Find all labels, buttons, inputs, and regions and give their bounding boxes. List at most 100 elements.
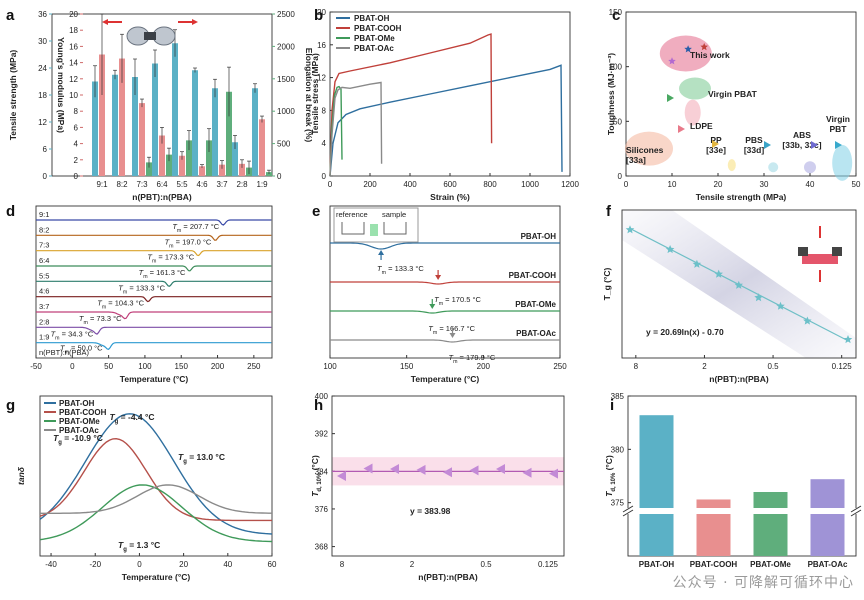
bar-tensile-strength <box>92 81 98 176</box>
x-axis-label: n(PBT):n(PBA) <box>132 192 192 202</box>
y-tick-label: 375 <box>611 499 625 508</box>
data-point <box>390 463 399 474</box>
y-tick-label: 18 <box>38 91 47 100</box>
y-tick-label: 384 <box>315 467 329 476</box>
x-tick-label: 0.5 <box>767 362 779 371</box>
y-tick-label: 500 <box>277 140 291 149</box>
y-tick-label: 12 <box>69 75 78 84</box>
x-tick-label: 400 <box>403 180 417 189</box>
tm-annotation: Tm = 133.3 °C <box>377 264 424 276</box>
bar-young-s-modulus <box>239 163 245 176</box>
bar <box>753 492 788 556</box>
tm-annotation: Tm = 170.5 °C <box>434 295 481 307</box>
x-tick-label: 150 <box>175 362 189 371</box>
curve-label: 7:3 <box>39 241 49 250</box>
panel-h: 368 376 384 392 400 8 2 0.5 0.125 n(PBT):n(PBA) Td… <box>310 392 565 582</box>
x-tick-label: 60 <box>268 560 277 569</box>
x-tick-label: 20 <box>714 180 723 189</box>
y-tick-label: 368 <box>315 543 329 552</box>
tan-delta-curve-pbat-cooh <box>39 437 272 522</box>
region-label: LDPE <box>690 121 713 131</box>
dsc-curve-9-1 <box>36 219 272 226</box>
x-tick-label: 5:5 <box>176 180 188 189</box>
y-axis-label: Td, 10% (°C) <box>310 455 323 497</box>
data-point <box>665 245 675 254</box>
y-axis-label: Toughness (MJ·m⁻³) <box>606 53 616 135</box>
dsc-curve-4-6 <box>36 296 272 303</box>
bar-tensile-strength <box>132 77 138 176</box>
axis-break-mark <box>850 505 862 513</box>
x-tick-label: -20 <box>89 560 101 569</box>
pan-icon <box>341 222 407 235</box>
plot-frame <box>621 209 857 359</box>
data-point <box>625 225 635 234</box>
x-tick-label: 8 <box>634 362 639 371</box>
panel-e: 100 150 200 250 Temperature (°C) PBAT-OH Tm = … <box>323 205 567 384</box>
star-marker <box>668 57 676 65</box>
x-tick-label: 40 <box>806 180 815 189</box>
specimen-clamp-right <box>152 26 176 46</box>
panel-letter-b: b <box>314 7 323 24</box>
region-blob <box>625 131 673 166</box>
x-tick-label: 150 <box>400 362 414 371</box>
x-tick-label: 50 <box>852 180 861 189</box>
bar-elongation-at-break <box>166 154 172 176</box>
specimen-bar <box>802 254 838 264</box>
arrow-icon <box>429 304 436 309</box>
plot-frame <box>627 395 857 557</box>
y-tick-label: 0 <box>618 172 623 181</box>
bar-young-s-modulus <box>139 103 145 176</box>
x-axis-label: n(PBT):n(PBA) <box>709 374 769 384</box>
watermark: 公众号 · 可降解可循环中心 <box>672 575 854 591</box>
region-blob <box>768 162 779 173</box>
x-tick-label: 30 <box>760 180 769 189</box>
region-label: PBT <box>830 124 848 134</box>
panel-d: -50 0 50 100 150 200 250 Temperature (°C) 9:1 Tm … <box>30 205 273 384</box>
specimen-icon <box>102 19 198 46</box>
y-tick-label: 0 <box>322 172 327 181</box>
x-tick-label: 2 <box>410 560 415 569</box>
bar-tensile-strength <box>152 63 158 176</box>
panel-letter-d: d <box>6 203 15 220</box>
star-marker <box>700 43 708 51</box>
curve-label: 2:8 <box>39 317 49 326</box>
x-tick-label: 0 <box>624 180 629 189</box>
y-tick-label: 2500 <box>277 10 295 19</box>
plot-frame <box>39 395 273 557</box>
legend-label: PBAT-OMe <box>354 34 395 43</box>
y-tick-label: 24 <box>38 64 47 73</box>
region-label: [33e] <box>706 145 726 155</box>
region-label: Silicones <box>626 145 664 155</box>
bar <box>639 415 674 556</box>
y-tick-label: 20 <box>69 10 78 19</box>
bar-tensile-strength <box>252 88 258 176</box>
x-tick-label: 8:2 <box>116 180 128 189</box>
data-point <box>803 316 812 325</box>
y-tick-label: 50 <box>613 117 622 126</box>
x-tick-label: 10 <box>668 180 677 189</box>
x-tick-label: 1000 <box>521 180 539 189</box>
axis-break <box>624 508 860 514</box>
region-blob <box>679 77 711 100</box>
region-label: Virgin <box>826 114 850 124</box>
bar-elongation-at-break <box>206 140 212 176</box>
panel-a: 0612182430360246810121416182005001000150… <box>8 10 314 202</box>
tm-annotation: Tm = 173.3 °C <box>147 253 194 265</box>
tm-annotation: Tm = 166.7 °C <box>428 324 475 336</box>
x-tick-label: 7:3 <box>136 180 148 189</box>
y-axis-label: tanδ <box>16 466 26 485</box>
x-tick-label: 8 <box>340 560 345 569</box>
y-tick-label: 12 <box>38 118 47 127</box>
x-axis-label: Strain (%) <box>430 192 470 202</box>
curve-label: PBAT-OMe <box>515 300 556 309</box>
x-tick-label: 0 <box>137 560 142 569</box>
data-point <box>692 259 702 268</box>
bar-tensile-strength <box>112 74 118 176</box>
tm-annotation: Tm = 104.3 °C <box>97 299 144 311</box>
inset-label: sample <box>382 210 406 219</box>
x-tick-label: 0 <box>328 180 333 189</box>
dsc-curve-8-2 <box>36 234 272 241</box>
panel-letter-c: c <box>612 7 620 24</box>
legend-label: PBAT-OAc <box>59 426 99 435</box>
